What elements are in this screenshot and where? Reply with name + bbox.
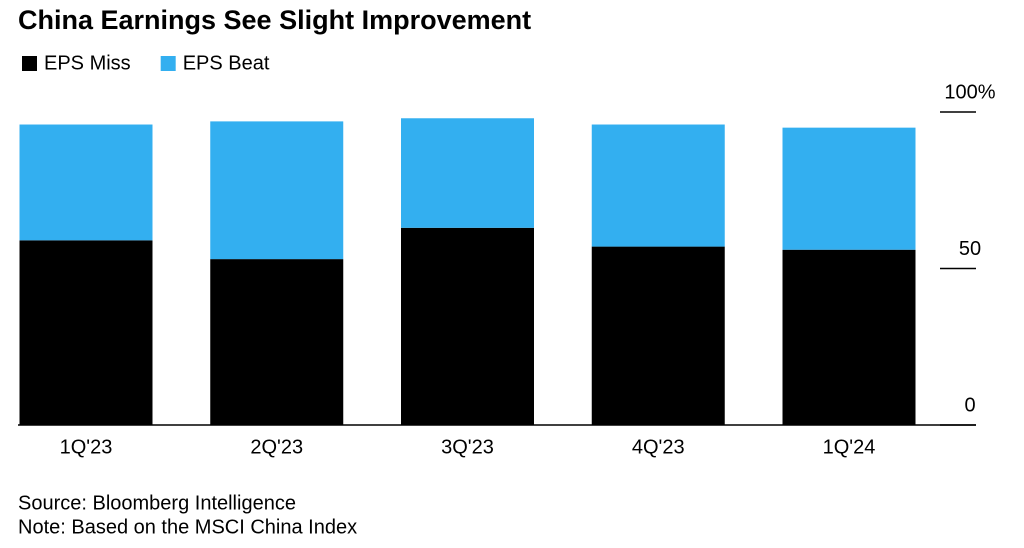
y-tick-label: 0 xyxy=(964,394,975,416)
legend-label: EPS Miss xyxy=(44,52,131,74)
legend-swatch xyxy=(160,56,176,71)
source: Source: Bloomberg Intelligence xyxy=(18,492,296,514)
legend-label: EPS Beat xyxy=(183,52,270,74)
note: Note: Based on the MSCI China Index xyxy=(18,516,357,538)
bar-segment xyxy=(19,240,153,425)
bar-segment xyxy=(591,246,725,425)
bar-segment xyxy=(19,124,153,241)
x-tick-label: 3Q'23 xyxy=(441,436,494,458)
bar-segment xyxy=(401,227,534,425)
bar-segment xyxy=(210,121,344,260)
x-tick-label: 4Q'23 xyxy=(632,436,685,458)
x-tick-label: 1Q'23 xyxy=(60,436,113,458)
chart-title: China Earnings See Slight Improvement xyxy=(18,5,531,35)
y-tick-label: 50 xyxy=(959,238,981,260)
bar-segment xyxy=(782,249,916,425)
bar-segment xyxy=(210,259,344,425)
y-tick-label: 100% xyxy=(944,81,995,103)
bar-segment xyxy=(401,118,534,228)
legend-swatch xyxy=(22,56,37,71)
x-tick-label: 1Q'24 xyxy=(823,436,876,458)
x-tick-label: 2Q'23 xyxy=(250,436,303,458)
bar-segment xyxy=(782,127,916,250)
bar-segment xyxy=(591,124,725,247)
